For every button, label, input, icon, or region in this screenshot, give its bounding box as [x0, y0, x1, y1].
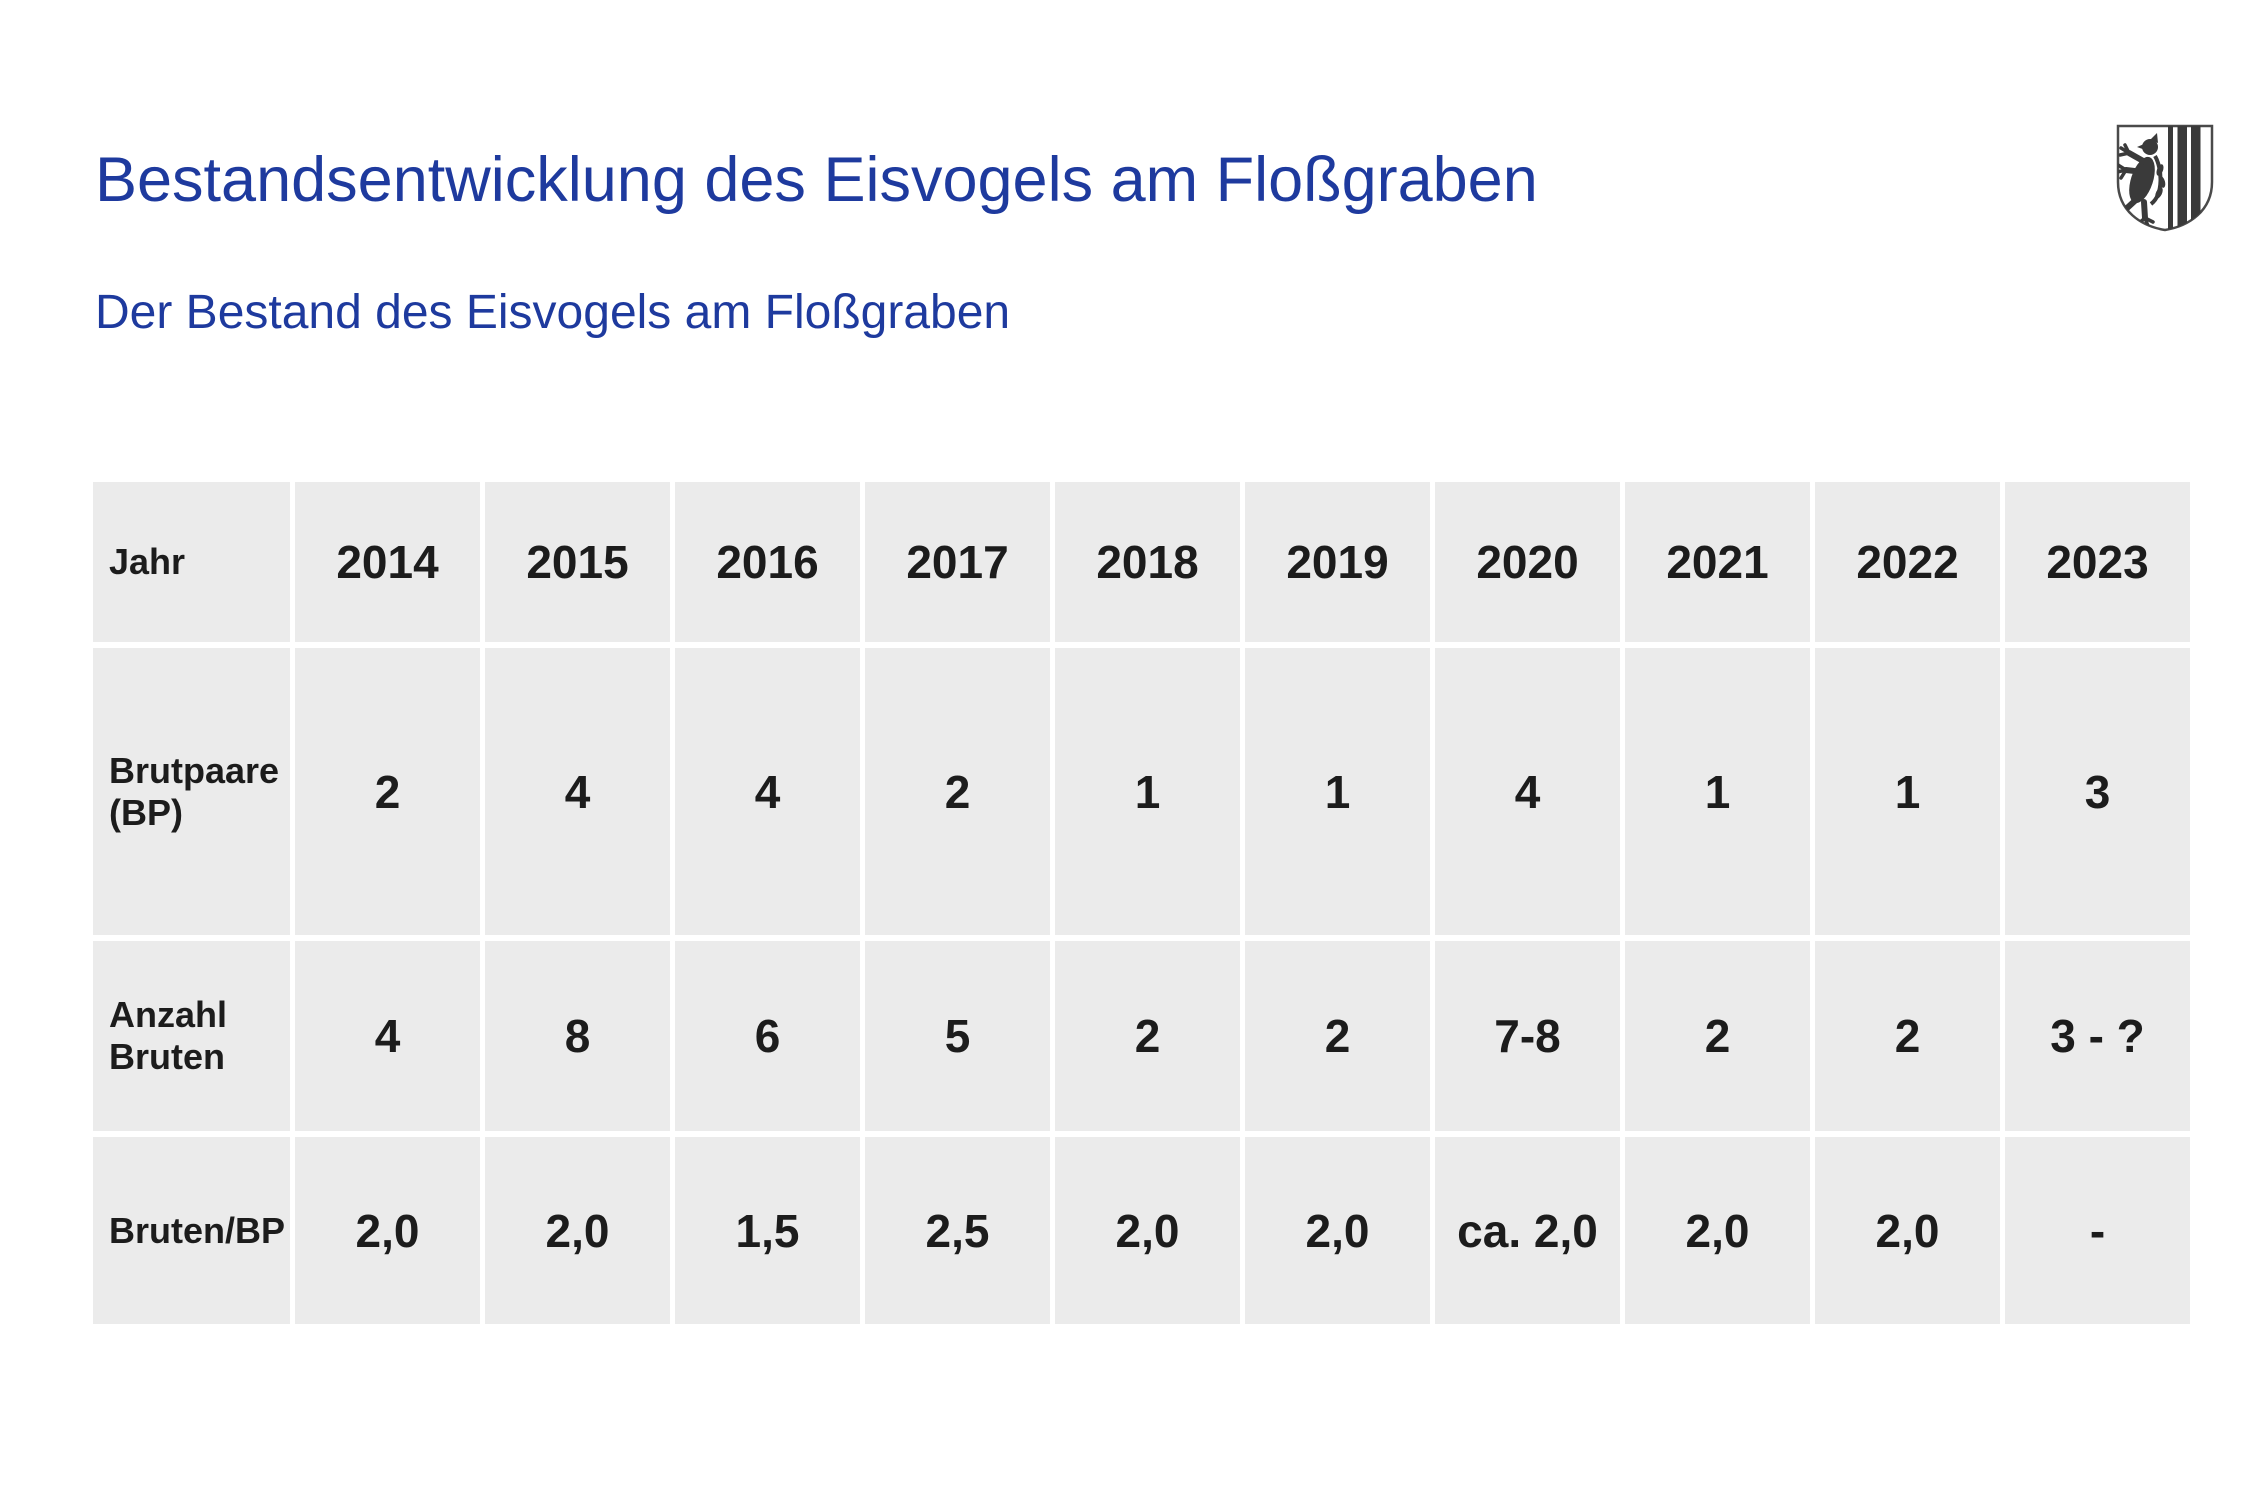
table-year-header: 2016 — [675, 482, 860, 642]
page-title: Bestandsentwicklung des Eisvogels am Flo… — [95, 145, 1538, 215]
table-cell: 2 — [1055, 941, 1240, 1131]
table-cell: 1 — [1245, 648, 1430, 935]
table-cell: 4 — [295, 941, 480, 1131]
table-cell: 8 — [485, 941, 670, 1131]
table-year-header: 2022 — [1815, 482, 2000, 642]
table-cell: - — [2005, 1137, 2190, 1324]
table-cell: 3 — [2005, 648, 2190, 935]
table-cell: 2 — [865, 648, 1050, 935]
table-cell: 1 — [1625, 648, 1810, 935]
table-cell: 2,0 — [1055, 1137, 1240, 1324]
table-cell: 6 — [675, 941, 860, 1131]
table-cell: 2,0 — [1815, 1137, 2000, 1324]
table-cell: 4 — [675, 648, 860, 935]
table-year-header: 2015 — [485, 482, 670, 642]
table-cell: 1 — [1055, 648, 1240, 935]
leipzig-coat-of-arms-icon — [2112, 120, 2218, 235]
table-cell: 2,0 — [1245, 1137, 1430, 1324]
table-year-header: 2018 — [1055, 482, 1240, 642]
table-cell: ca. 2,0 — [1435, 1137, 1620, 1324]
table-cell: 2 — [1245, 941, 1430, 1131]
table-corner-label: Jahr — [93, 482, 290, 642]
table-row-label: Brutpaare (BP) — [93, 648, 290, 935]
table-cell: 3 - ? — [2005, 941, 2190, 1131]
table-cell: 4 — [1435, 648, 1620, 935]
page-subtitle: Der Bestand des Eisvogels am Floßgraben — [95, 286, 1011, 339]
table-cell: 2,0 — [1625, 1137, 1810, 1324]
table-year-header: 2023 — [2005, 482, 2190, 642]
table-year-header: 2014 — [295, 482, 480, 642]
table-row-label: Bruten/BP — [93, 1137, 290, 1324]
table-cell: 5 — [865, 941, 1050, 1131]
table-cell: 1 — [1815, 648, 2000, 935]
table-year-header: 2019 — [1245, 482, 1430, 642]
table-cell: 2,0 — [485, 1137, 670, 1324]
table-cell: 7-8 — [1435, 941, 1620, 1131]
table-cell: 2 — [1625, 941, 1810, 1131]
table-cell: 1,5 — [675, 1137, 860, 1324]
table-year-header: 2017 — [865, 482, 1050, 642]
table-cell: 2,5 — [865, 1137, 1050, 1324]
table-row-label: Anzahl Bruten — [93, 941, 290, 1131]
table-year-header: 2020 — [1435, 482, 1620, 642]
table-cell: 2 — [295, 648, 480, 935]
table-cell: 4 — [485, 648, 670, 935]
table-cell: 2 — [1815, 941, 2000, 1131]
table-year-header: 2021 — [1625, 482, 1810, 642]
table-cell: 2,0 — [295, 1137, 480, 1324]
eisvogel-bestand-table: Jahr 2014 2015 2016 2017 2018 2019 2020 2021 2022… — [93, 482, 2190, 1324]
